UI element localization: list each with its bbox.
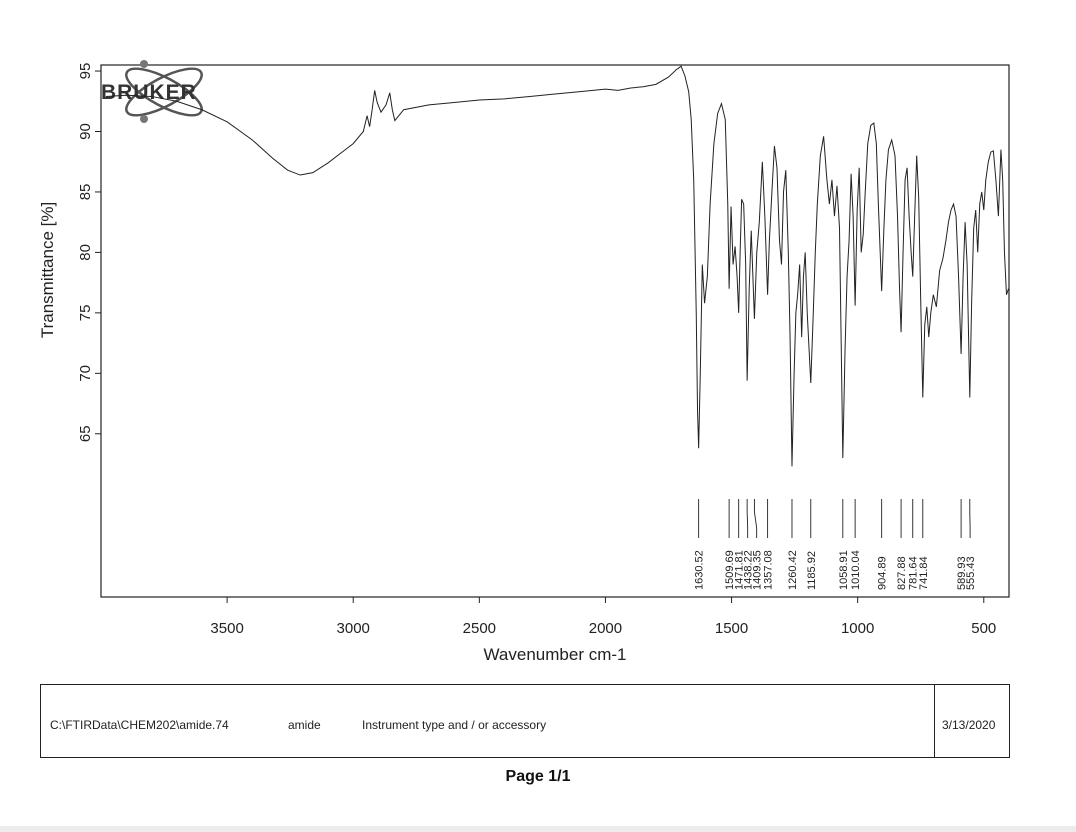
peak-label: 1260.42 [787, 550, 799, 590]
page-edge [0, 826, 1076, 832]
spectrum-line [106, 65, 1009, 467]
x-tick-label: 1000 [841, 620, 874, 637]
peak-label: 555.43 [965, 556, 977, 590]
peak-marker [746, 499, 749, 538]
peak-label: 1438.22 [743, 550, 755, 590]
y-tick-label: 75 [77, 305, 94, 322]
peak-label: 827.88 [896, 556, 908, 590]
y-tick-label: 65 [77, 425, 94, 442]
bruker-logo-text: BRUKER [101, 81, 197, 104]
peak-label: 904.89 [877, 556, 889, 590]
x-tick-label: 1500 [715, 620, 748, 637]
y-tick-label: 85 [77, 184, 94, 201]
peak-label: 589.93 [956, 556, 968, 590]
file-path: C:\FTIRData\CHEM202\amide.74 [50, 718, 229, 732]
measurement-date: 3/13/2020 [942, 718, 996, 732]
y-tick-label: 90 [77, 123, 94, 140]
x-tick-label: 3500 [210, 620, 243, 637]
y-tick-label: 95 [77, 63, 94, 80]
plot-frame [100, 64, 1010, 598]
peak-label: 1509.69 [724, 550, 736, 590]
x-axis-title: Wavenumber cm-1 [484, 645, 627, 664]
x-tick-label: 2000 [589, 620, 622, 637]
peak-annotations: 1630.52 1509.691471.811438.221409.351357.… [694, 499, 977, 590]
peak-label: 1471.81 [734, 550, 746, 590]
sample-name: amide [288, 718, 321, 732]
peak-label: 1058.91 [838, 550, 850, 590]
instrument-info: Instrument type and / or accessory [362, 718, 547, 732]
peak-label: 1630.52 [694, 550, 706, 590]
peak-label: 741.84 [918, 556, 930, 590]
x-axis: 3500 3000 2500 2000 1500 1000 500 [210, 597, 996, 637]
bruker-logo: BRUKER [101, 60, 203, 123]
footer-info-box: C:\FTIRData\CHEM202\amide.74 amide Instr… [40, 684, 1010, 758]
peak-label: 781.64 [908, 556, 920, 590]
peak-label: 1357.08 [763, 550, 775, 590]
page-number: Page 1/1 [505, 768, 571, 785]
peak-label: 1409.35 [752, 550, 764, 590]
y-axis-title: Transmittance [%] [38, 202, 57, 338]
x-tick-label: 2500 [463, 620, 496, 637]
y-tick-label: 80 [77, 244, 94, 261]
footer-divider [934, 685, 936, 757]
y-axis: 65 70 75 80 85 90 95 [77, 63, 101, 442]
peak-label: 1010.04 [850, 550, 862, 590]
x-tick-label: 3000 [337, 620, 370, 637]
peak-marker [753, 499, 758, 538]
peak-label: 1185.92 [806, 551, 818, 590]
y-tick-label: 70 [77, 365, 94, 382]
x-tick-label: 500 [971, 620, 996, 637]
